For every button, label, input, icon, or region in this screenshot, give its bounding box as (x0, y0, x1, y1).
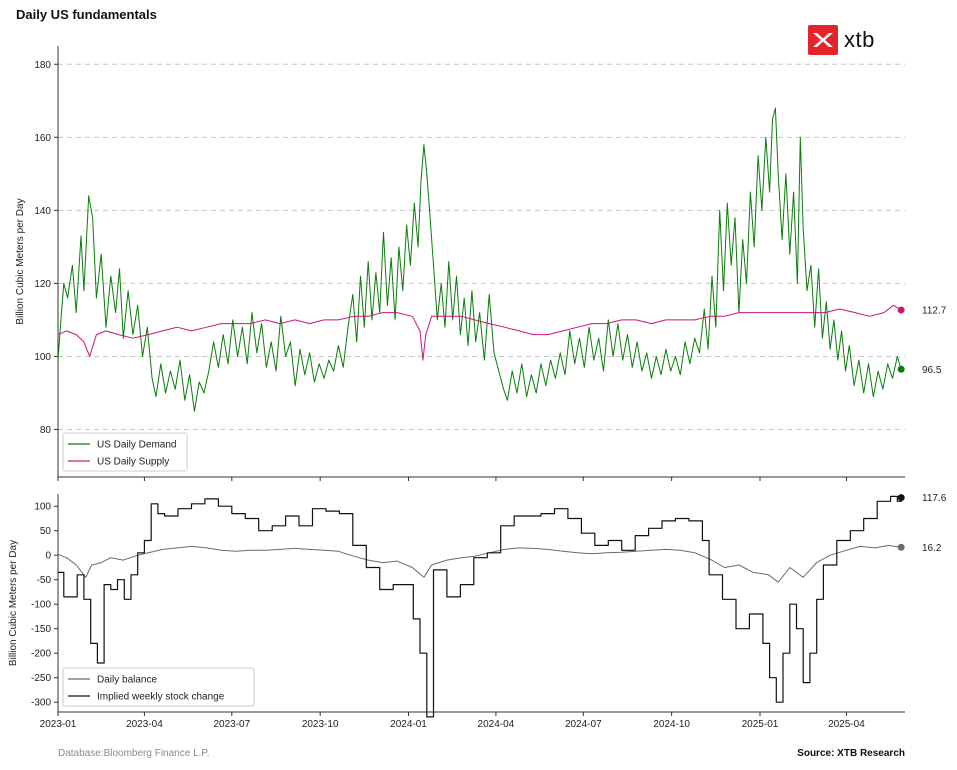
end-marker (897, 494, 905, 502)
series-line-daily-balance (57, 544, 902, 583)
y-axis-label: Billion Cubic Meters per Day (15, 198, 26, 324)
legend-label: Daily balance (97, 675, 157, 686)
y-tick-label: 80 (40, 425, 52, 436)
y-tick-label: -250 (31, 673, 51, 684)
series-line-us-daily-demand (57, 107, 902, 412)
legend: Daily balance Implied weekly stock change (62, 667, 255, 707)
x-tick-label: 2024-07 (565, 719, 602, 730)
x-tick-label: 2024-04 (478, 719, 515, 730)
end-marker (897, 543, 905, 551)
y-tick-label: -300 (31, 698, 51, 709)
x-tick-label: 2025-01 (742, 719, 779, 730)
x-tick-label: 2023-01 (40, 719, 77, 730)
end-value-label: 16.2 (922, 543, 942, 554)
series-line-implied-weekly-stock-change (58, 495, 902, 718)
end-value-label: 117.6 (922, 493, 947, 504)
database-note: Database:Bloomberg Finance L.P. (58, 748, 210, 759)
xtb-logo-icon (808, 25, 838, 55)
x-tick-label: 2023-07 (213, 719, 250, 730)
end-marker (897, 365, 905, 373)
y-tick-label: 180 (34, 60, 51, 71)
x-tick-label: 2023-04 (126, 719, 163, 730)
legend-label: US Daily Supply (97, 457, 169, 468)
top-panel: 80 100 120 140 160 180 Billion Cubic Meters pe… (15, 46, 947, 481)
y-tick-label: -200 (31, 649, 51, 660)
y-tick-label: -50 (37, 575, 52, 586)
x-tick-label: 2023-10 (302, 719, 339, 730)
page-title: Daily US fundamentals (16, 7, 157, 22)
series-line-us-daily-supply (57, 304, 902, 361)
bottom-panel: 100 50 0 -50 -100 -150 -200 -250 -300 2023-01 2023… (8, 493, 947, 730)
y-tick-label: 0 (45, 551, 51, 562)
xtb-logo: xtb (808, 24, 875, 56)
end-value-label: 112.7 (922, 306, 947, 317)
y-tick-label: 100 (34, 352, 51, 363)
y-axis-label: Billion Cubic Meters per Day (8, 540, 19, 666)
xtb-logo-text: xtb (844, 27, 875, 52)
y-tick-label: 100 (34, 502, 51, 513)
end-value-label: 96.5 (922, 365, 942, 376)
legend-box (62, 432, 188, 472)
x-tick-label: 2024-01 (390, 719, 427, 730)
y-tick-label: 120 (34, 279, 51, 290)
x-tick-label: 2025-04 (828, 719, 865, 730)
legend-box (62, 667, 255, 707)
source-note: Source: XTB Research (797, 748, 905, 759)
y-tick-label: 160 (34, 133, 51, 144)
legend: US Daily Demand US Daily Supply (62, 432, 188, 472)
y-tick-label: 140 (34, 206, 51, 217)
x-tick-label: 2024-10 (653, 719, 690, 730)
y-tick-label: 50 (40, 526, 52, 537)
legend-label: US Daily Demand (97, 440, 176, 451)
y-tick-label: -100 (31, 600, 51, 611)
y-tick-label: -150 (31, 624, 51, 635)
legend-label: Implied weekly stock change (97, 692, 225, 703)
end-marker (897, 306, 905, 314)
